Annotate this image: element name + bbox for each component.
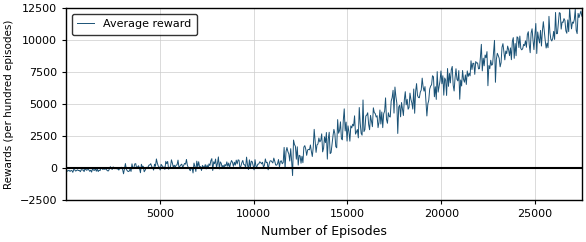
Average reward [63, 168, 70, 171]
Y-axis label: Rewards (per hundred episodes): Rewards (per hundred episodes) [4, 20, 14, 189]
X-axis label: Number of Episodes: Number of Episodes [261, 225, 387, 238]
Average reward [289, 174, 296, 177]
Average reward [261, 164, 268, 167]
Legend: Average reward: Average reward [72, 14, 197, 35]
Average reward [100, 167, 107, 170]
Average reward [421, 90, 428, 93]
Average reward [518, 48, 525, 51]
Average reward [566, 7, 573, 10]
Average reward [517, 47, 524, 50]
Line: Average reward: Average reward [66, 8, 582, 176]
Average reward [298, 155, 305, 158]
Average reward [578, 15, 585, 18]
